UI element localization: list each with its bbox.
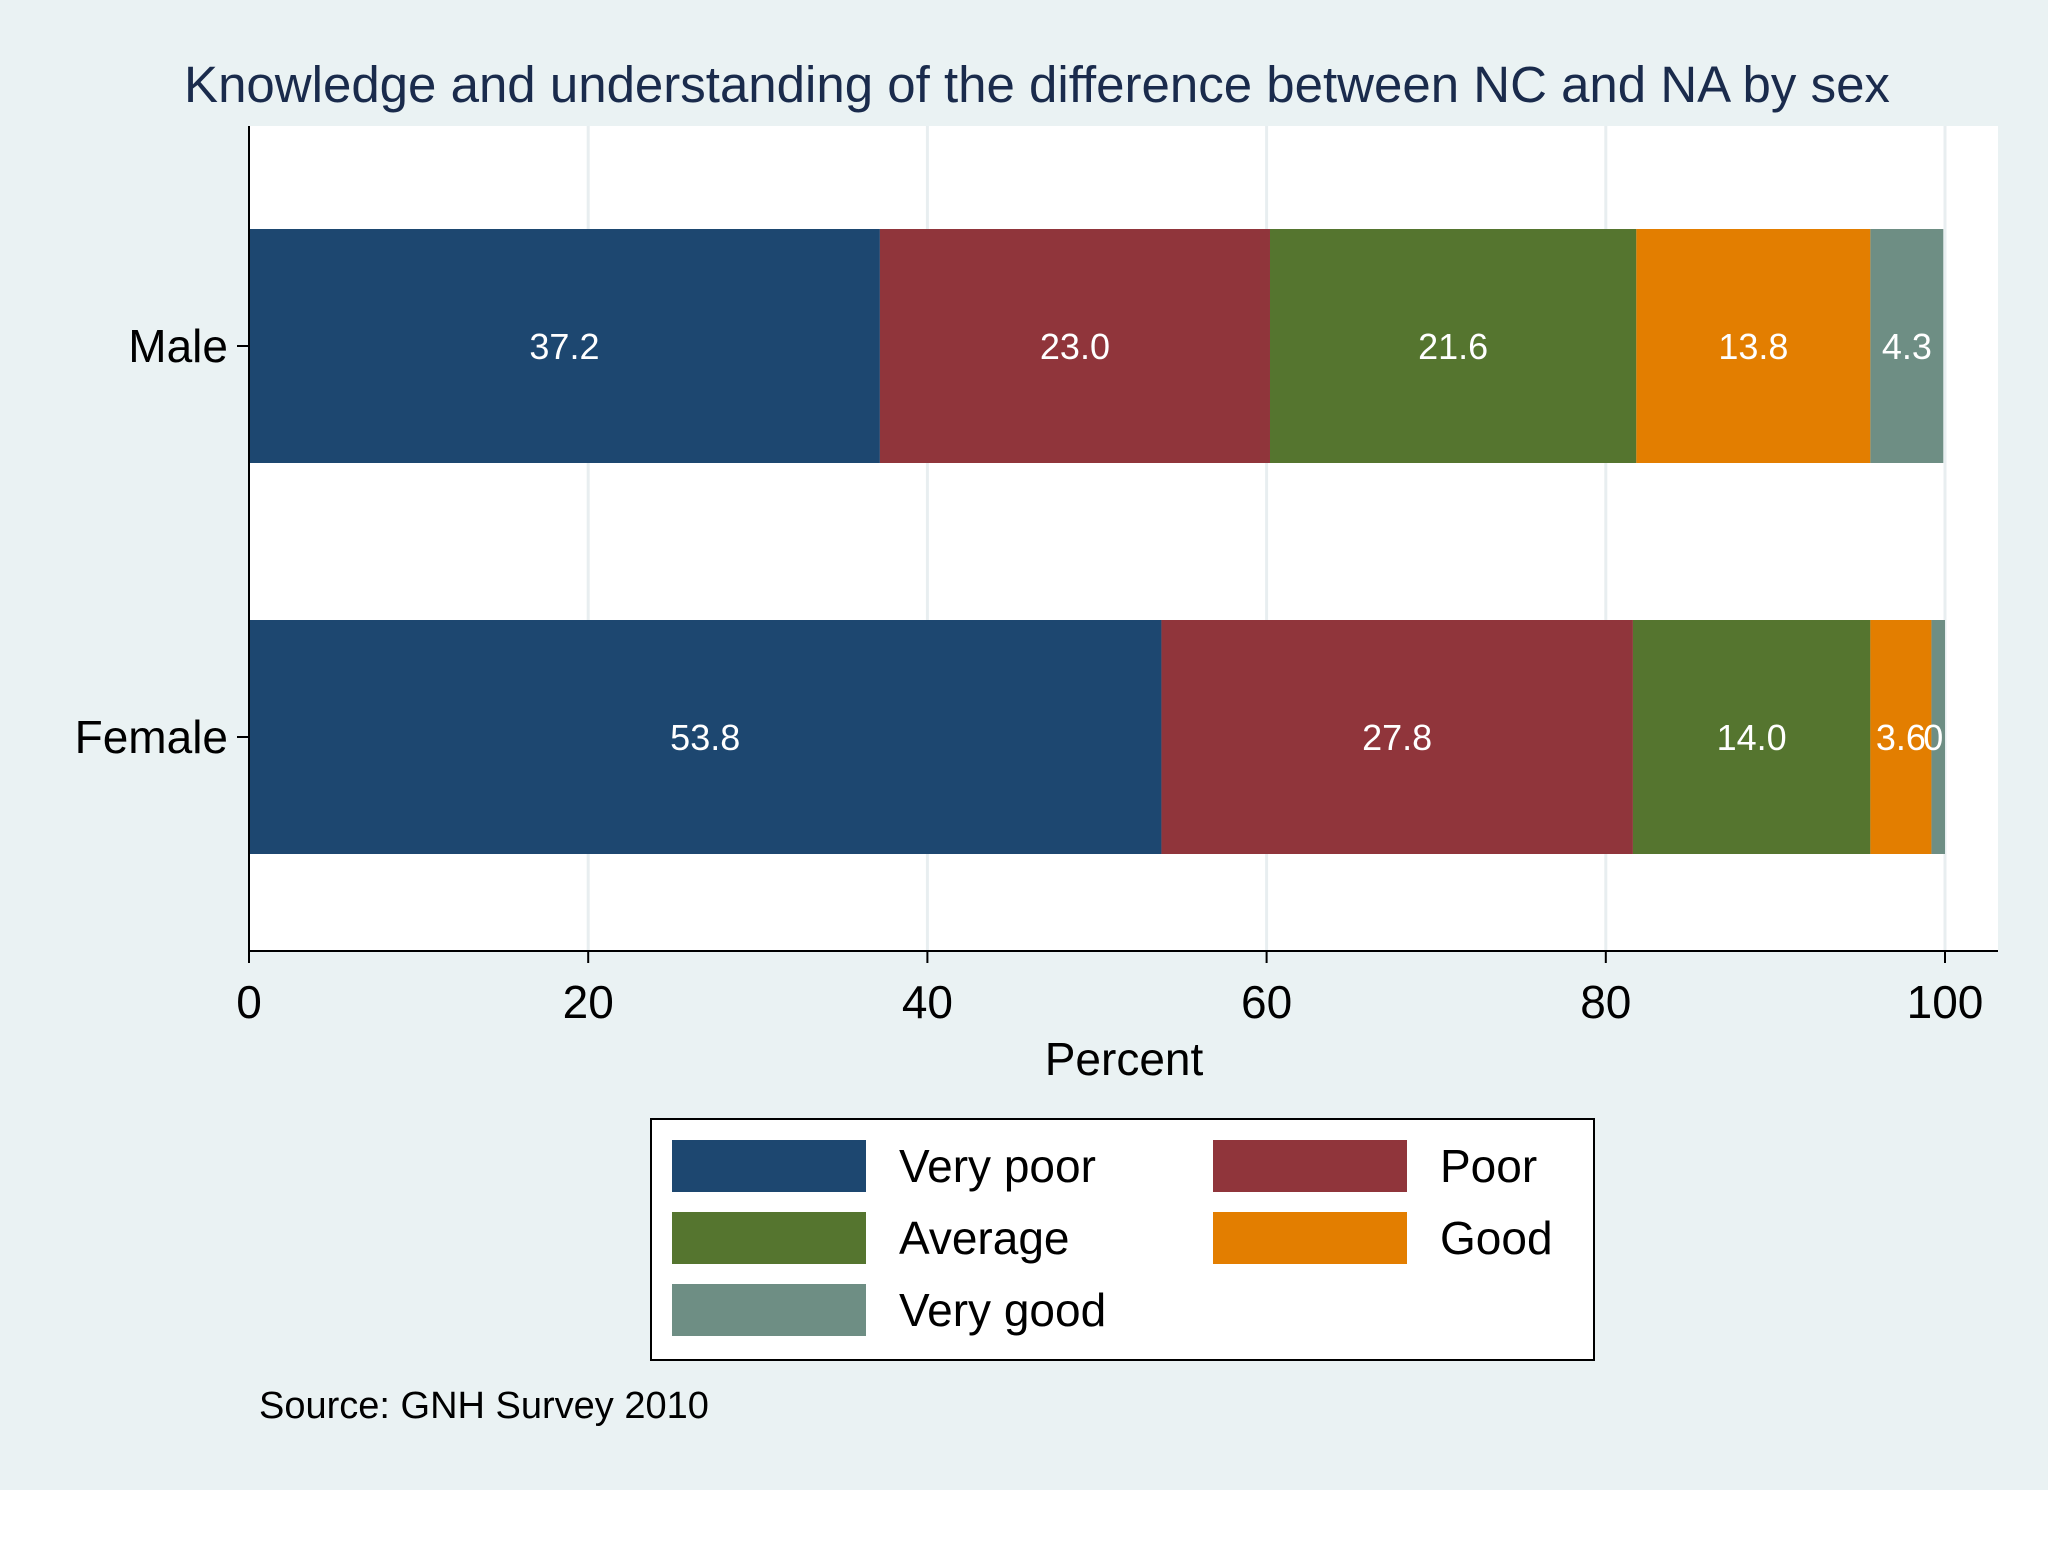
legend-label-poor: Poor (1440, 1140, 1537, 1192)
x-tick-label: 0 (236, 976, 262, 1028)
legend-label-average: Average (899, 1212, 1070, 1264)
bar-label-female-very-poor: 53.8 (670, 717, 740, 758)
bar-female-very-good (1931, 620, 1945, 854)
legend-label-very-good: Very good (899, 1284, 1106, 1336)
x-tick-label: 80 (1580, 976, 1631, 1028)
bar-label-female-average: 14.0 (1717, 717, 1787, 758)
bar-label-male-average: 21.6 (1418, 326, 1488, 367)
x-tick-label: 40 (902, 976, 953, 1028)
y-axis-categories: Male Female (75, 320, 249, 763)
x-tick-label: 20 (563, 976, 614, 1028)
bar-male-good (1636, 229, 1871, 463)
bar-label-male-very-poor: 37.2 (529, 326, 599, 367)
bar-value-labels: 37.2 23.0 21.6 13.8 4.3 53.8 27.8 14.0 3.60. (529, 326, 1953, 758)
x-axis-ticks: 0 20 40 60 80 100 (236, 951, 1983, 1028)
bar-label-female-good: 3.6 (1876, 717, 1926, 758)
bar-male-poor (879, 229, 1270, 463)
bar-label-female-very-good: 0. (1923, 717, 1953, 758)
bar-label-male-poor: 23.0 (1040, 326, 1110, 367)
bar-male-very-poor (249, 229, 880, 463)
x-tick-label: 60 (1241, 976, 1292, 1028)
y-category-label-female: Female (75, 711, 228, 763)
bar-male-very-good (1870, 229, 1944, 463)
legend-swatch-good (1213, 1212, 1407, 1264)
bar-label-male-very-good: 4.3 (1882, 326, 1932, 367)
chart-title: Knowledge and understanding of the diffe… (184, 56, 1890, 113)
y-category-label-male: Male (128, 320, 228, 372)
bar-segments (249, 229, 1945, 854)
bar-label-female-poor: 27.8 (1362, 717, 1432, 758)
legend-label-very-poor: Very poor (899, 1140, 1096, 1192)
x-tick-label: 100 (1907, 976, 1984, 1028)
legend-swatch-very-good (672, 1284, 866, 1336)
legend-swatch-very-poor (672, 1140, 866, 1192)
bar-female-very-poor (249, 620, 1162, 854)
x-axis-title: Percent (1045, 1033, 1204, 1085)
legend: Very poor Poor Average Good Very good (650, 1118, 1595, 1361)
legend-label-good: Good (1440, 1212, 1553, 1264)
source-note: Source: GNH Survey 2010 (259, 1385, 709, 1427)
bar-female-average (1632, 620, 1871, 854)
legend-swatch-average (672, 1212, 866, 1264)
bar-female-poor (1161, 620, 1633, 854)
legend-swatch-poor (1213, 1140, 1407, 1192)
bar-female-good (1870, 620, 1932, 854)
bar-male-average (1269, 229, 1637, 463)
bar-label-male-good: 13.8 (1718, 326, 1788, 367)
